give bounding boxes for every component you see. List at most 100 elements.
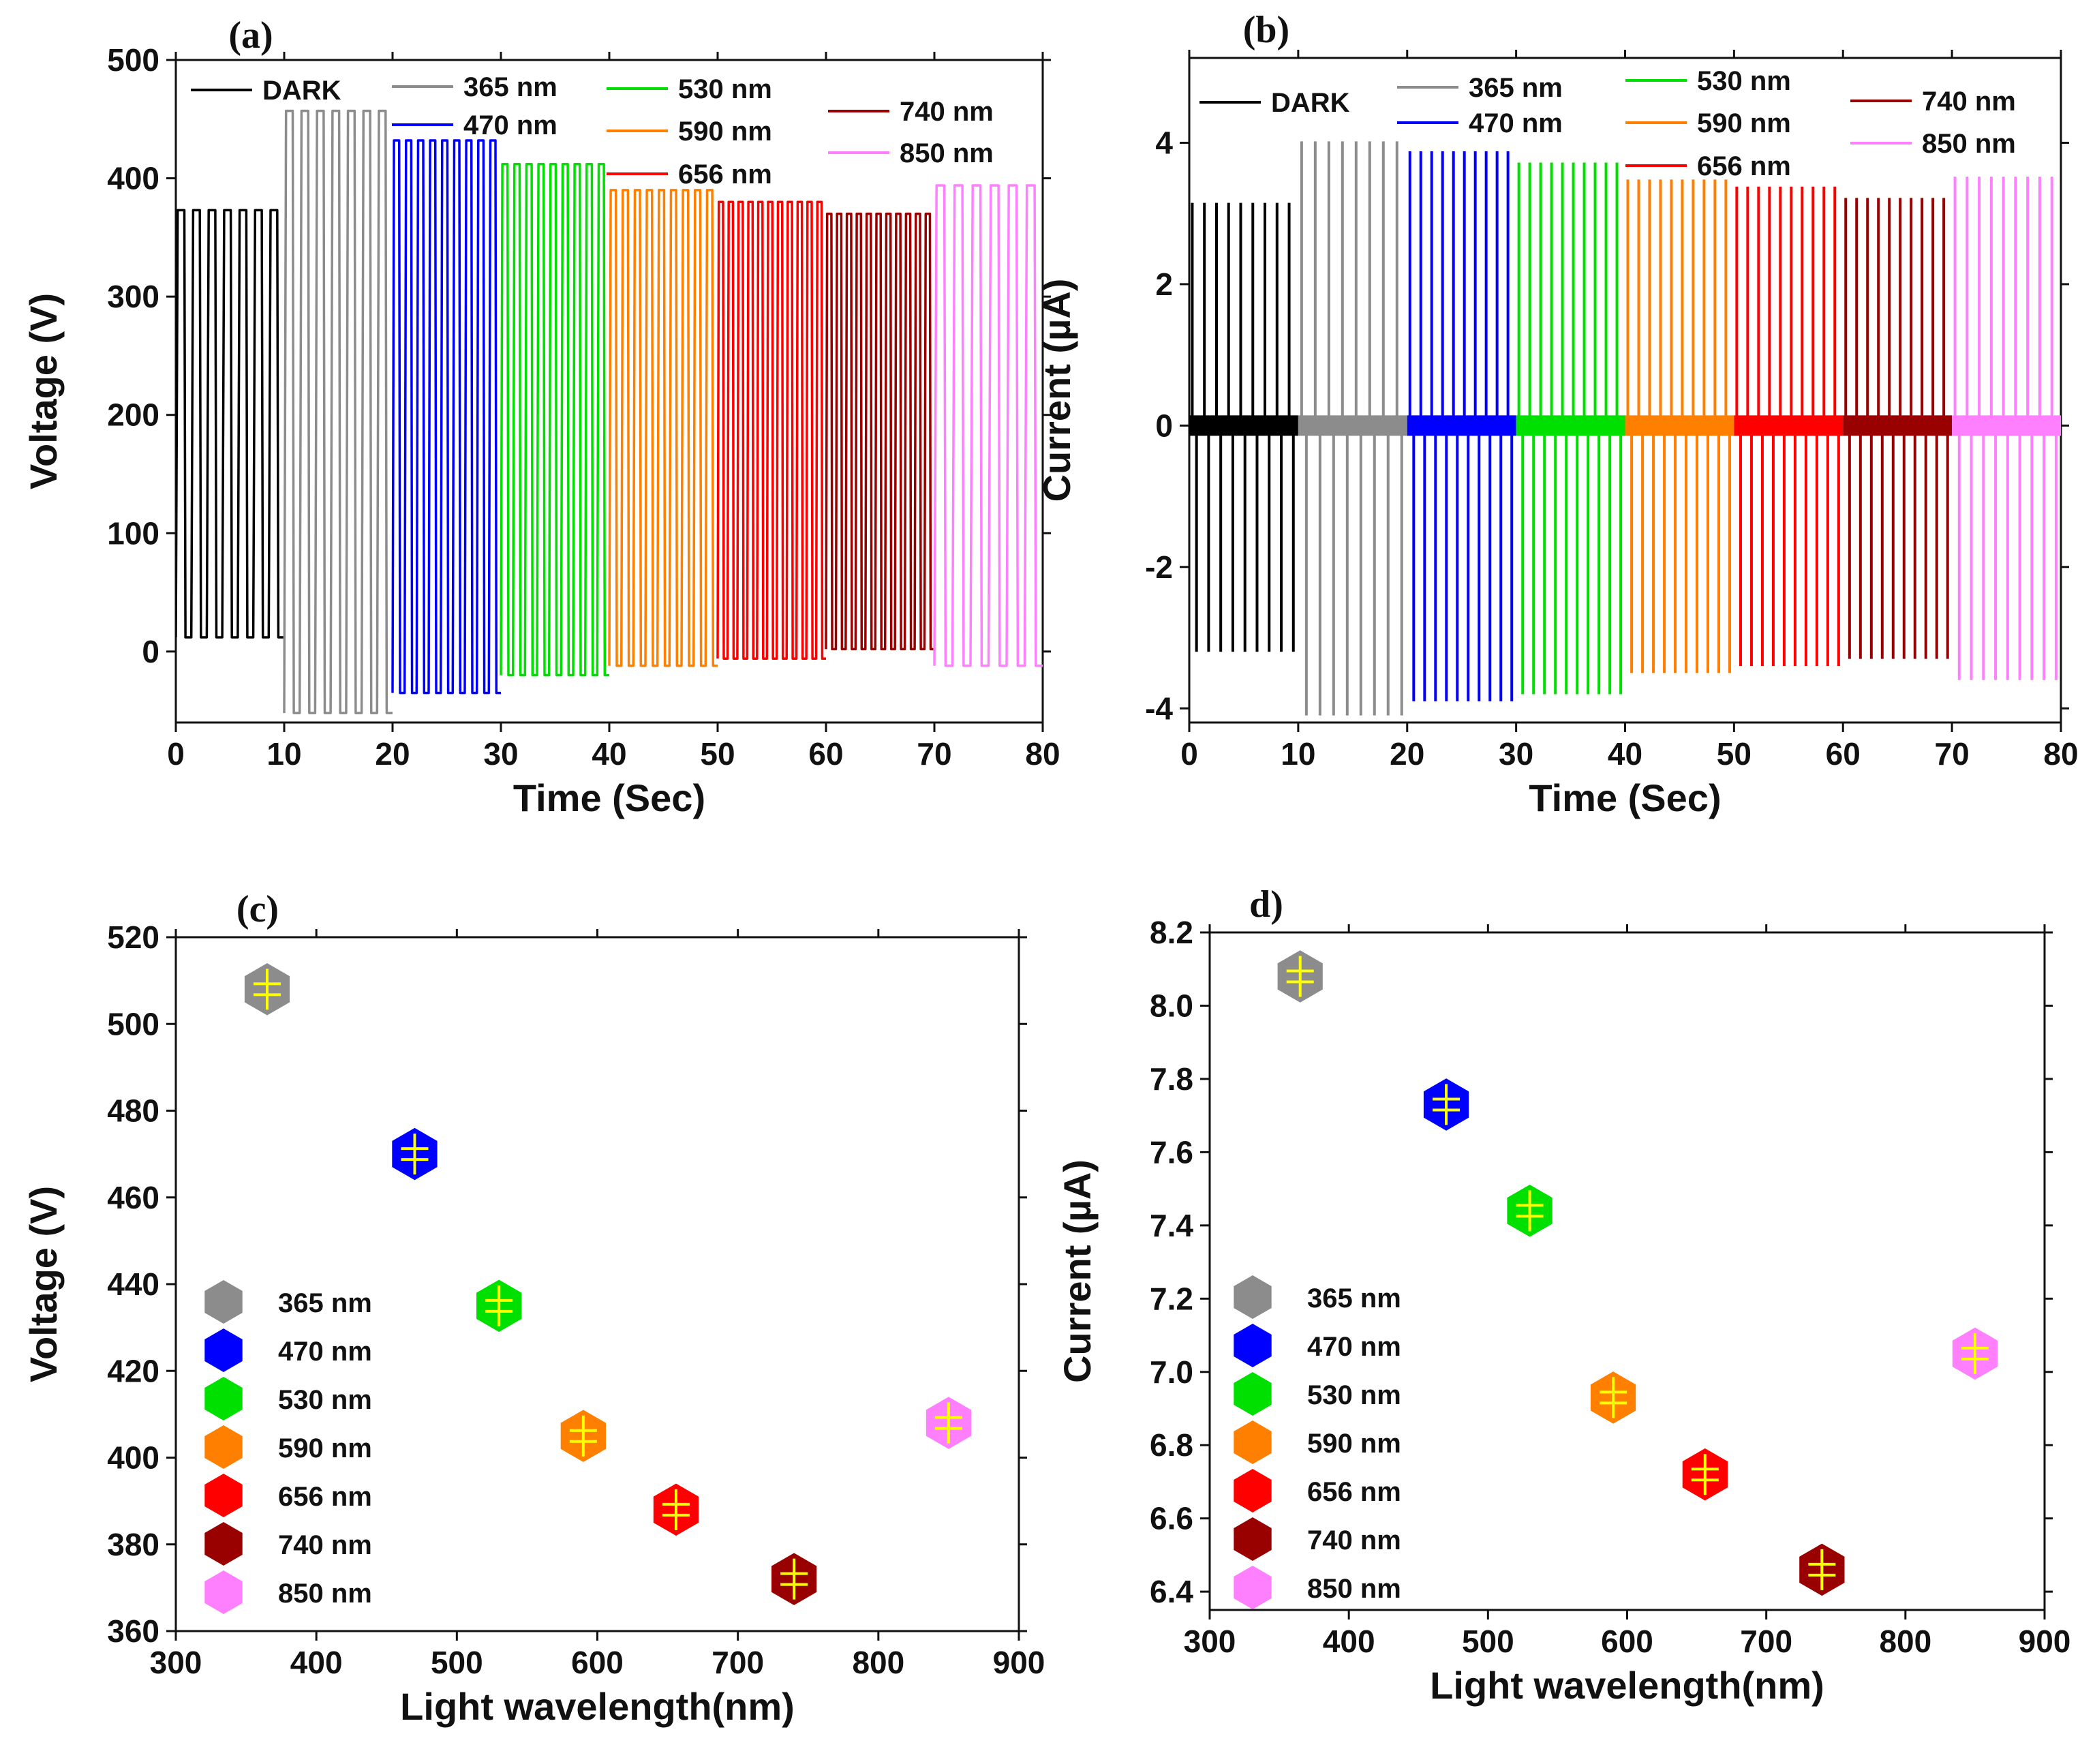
panel-label: (b) bbox=[1243, 9, 1289, 51]
y-axis-title: Voltage (V) bbox=[22, 1186, 65, 1382]
data-point bbox=[769, 1550, 819, 1608]
y-tick-label: 6.8 bbox=[1150, 1427, 1193, 1463]
x-tick-label: 10 bbox=[1281, 736, 1315, 772]
legend-label: 740 nm bbox=[278, 1530, 372, 1560]
legend-label: 470 nm bbox=[1307, 1332, 1401, 1362]
x-tick-label: 30 bbox=[483, 736, 518, 772]
chart-panel-a: (a) 0 10 20 30 40 50 60 70 80 0 100 200 300 400 500 Time… bbox=[22, 14, 1060, 819]
legend-marker bbox=[204, 1522, 243, 1566]
y-tick-label: -4 bbox=[1145, 690, 1173, 726]
y-tick-label: 520 bbox=[107, 919, 159, 955]
legend-label: DARK bbox=[1271, 88, 1350, 118]
data-point bbox=[390, 1125, 440, 1183]
legend-marker bbox=[204, 1280, 243, 1324]
x-tick-label: 300 bbox=[150, 1645, 202, 1680]
y-axis-title: Voltage (V) bbox=[22, 293, 65, 489]
series-group bbox=[176, 109, 1043, 714]
x-tick-label: 80 bbox=[2043, 736, 2078, 772]
x-tick-label: 50 bbox=[1717, 736, 1752, 772]
data-point bbox=[1588, 1369, 1638, 1427]
data-point bbox=[474, 1277, 524, 1335]
x-tick-label: 600 bbox=[1601, 1624, 1653, 1659]
x-tick-label: 900 bbox=[2019, 1624, 2071, 1659]
y-tick-label: -2 bbox=[1145, 549, 1173, 585]
legend-label: 530 nm bbox=[1307, 1380, 1401, 1410]
plot-frame bbox=[1208, 931, 2046, 1611]
legend-marker bbox=[1234, 1420, 1272, 1464]
y-axis-title: Current (µA) bbox=[1035, 279, 1078, 502]
legend-label: 470 nm bbox=[463, 110, 557, 140]
x-axis-title: Time (Sec) bbox=[1529, 776, 1721, 819]
legend-marker bbox=[204, 1328, 243, 1372]
y-tick-label: 6.4 bbox=[1150, 1574, 1193, 1609]
x-tick-label: 0 bbox=[167, 736, 185, 772]
x-tick-label: 400 bbox=[1323, 1624, 1375, 1659]
series-line bbox=[176, 209, 284, 639]
chart-panel-d: d) 300 400 500 600 700 800 900 6.4 6.6 6.8 7.0 7.2 7.… bbox=[1056, 883, 2070, 1707]
legend-marker bbox=[1234, 1566, 1272, 1609]
x-axis-title: Time (Sec) bbox=[513, 776, 705, 819]
legend-label: 740 nm bbox=[900, 97, 994, 127]
series-line bbox=[608, 189, 718, 667]
legend-marker bbox=[1234, 1517, 1272, 1561]
legend-label: 850 nm bbox=[1922, 129, 2016, 159]
y-tick-label: 400 bbox=[107, 1440, 159, 1476]
legend: DARK 365 nm 470 nm 530 nm 590 nm 656 nm 740 nm… bbox=[1199, 66, 2016, 181]
legend-label: 365 nm bbox=[1307, 1283, 1401, 1313]
legend-label: 365 nm bbox=[278, 1288, 372, 1318]
legend-marker bbox=[204, 1425, 243, 1469]
y-tick-label: 7.8 bbox=[1150, 1061, 1193, 1097]
data-point bbox=[651, 1481, 701, 1538]
x-tick-label: 600 bbox=[571, 1645, 624, 1680]
y-tick-label: 100 bbox=[107, 515, 159, 551]
data-point bbox=[558, 1407, 608, 1465]
y-tick-label: 4 bbox=[1155, 125, 1173, 160]
y-tick-label: 420 bbox=[107, 1353, 159, 1388]
legend: 365 nm 470 nm 530 nm 590 nm 656 nm 740 nm 850 … bbox=[1234, 1275, 1401, 1609]
x-tick-label: 50 bbox=[700, 736, 735, 772]
legend-label: 590 nm bbox=[1697, 108, 1791, 138]
y-tick-label: 460 bbox=[107, 1180, 159, 1215]
x-tick-label: 20 bbox=[375, 736, 410, 772]
x-tick-label: 70 bbox=[917, 736, 951, 772]
legend-label: 590 nm bbox=[278, 1433, 372, 1463]
legend-label: 365 nm bbox=[463, 72, 557, 102]
y-tick-label: 7.0 bbox=[1150, 1354, 1193, 1390]
legend-label: 740 nm bbox=[1922, 87, 2016, 117]
y-tick-label: 7.6 bbox=[1150, 1134, 1193, 1170]
legend-label: 850 nm bbox=[1307, 1574, 1401, 1604]
legend-label: 365 nm bbox=[1469, 73, 1563, 103]
y-tick-label: 0 bbox=[142, 634, 159, 669]
series-line bbox=[500, 162, 609, 677]
legend-label: 530 nm bbox=[278, 1385, 372, 1415]
legend-label: 530 nm bbox=[1697, 66, 1791, 96]
x-tick-label: 700 bbox=[712, 1645, 764, 1680]
series-line bbox=[825, 212, 934, 651]
y-tick-label: 480 bbox=[107, 1093, 159, 1129]
x-tick-label: 70 bbox=[1935, 736, 1970, 772]
x-tick-label: 500 bbox=[1462, 1624, 1514, 1659]
legend-label: 850 nm bbox=[900, 138, 994, 168]
legend-label: 470 nm bbox=[1469, 108, 1563, 138]
panel-label: d) bbox=[1249, 883, 1283, 926]
y-tick-label: 2 bbox=[1155, 267, 1173, 302]
panel-label: (c) bbox=[236, 888, 279, 930]
x-tick-label: 900 bbox=[993, 1645, 1045, 1680]
legend-label: DARK bbox=[262, 76, 341, 106]
legend-label: 656 nm bbox=[678, 159, 772, 189]
legend-label: 850 nm bbox=[278, 1579, 372, 1609]
y-tick-label: 6.6 bbox=[1150, 1501, 1193, 1536]
legend-marker bbox=[1234, 1275, 1272, 1319]
series-group bbox=[1189, 141, 2061, 716]
y-tick-label: 0 bbox=[1155, 408, 1173, 443]
legend-marker bbox=[204, 1377, 243, 1420]
legend: DARK 365 nm 470 nm 530 nm 590 nm 656 nm 740 nm… bbox=[191, 72, 994, 189]
series-line bbox=[933, 184, 1043, 667]
y-tick-label: 8.0 bbox=[1150, 988, 1193, 1023]
x-tick-label: 400 bbox=[290, 1645, 343, 1680]
data-point bbox=[1505, 1182, 1555, 1240]
y-tick-label: 200 bbox=[107, 397, 159, 433]
y-tick-label: 7.2 bbox=[1150, 1281, 1193, 1316]
data-point bbox=[1275, 947, 1325, 1005]
